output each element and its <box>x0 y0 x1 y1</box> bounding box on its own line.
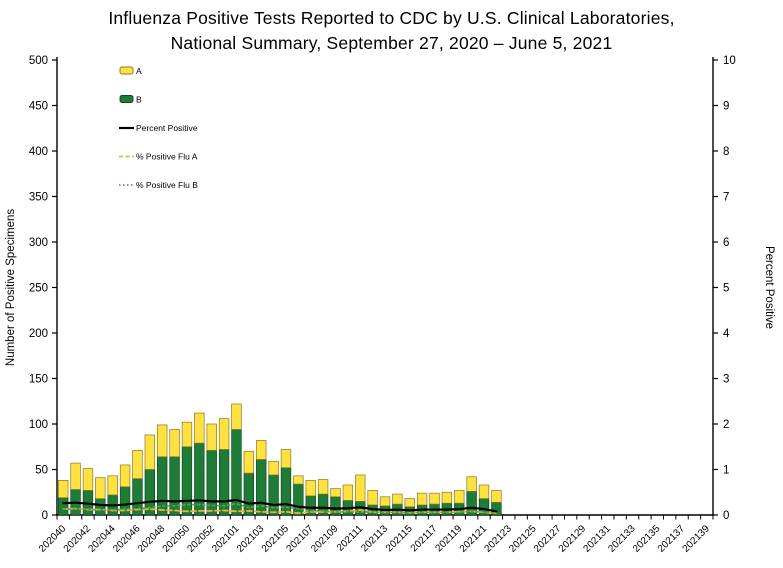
y-axis-right-tick-label: 8 <box>723 146 729 158</box>
bar-flu-a-202107 <box>305 480 316 497</box>
bar-flu-a-202110 <box>342 484 354 501</box>
y-axis-left-tick-label: 0 <box>42 510 48 522</box>
bar-flu-b-202106 <box>293 483 304 516</box>
y-axis-right-tick-label: 4 <box>723 328 730 340</box>
y-axis-left-tick-label: 500 <box>29 55 48 67</box>
y-axis-right-title: Percent Positive <box>763 246 775 329</box>
bar-flu-a-202115 <box>404 498 415 508</box>
x-axis-tick-label: 202109 <box>309 523 341 555</box>
y-axis-left-tick-label: 400 <box>29 146 48 158</box>
y-axis-left-tick-label: 200 <box>29 328 48 340</box>
legend-label: Percent Positive <box>136 123 198 133</box>
bar-flu-a-202049 <box>169 429 180 458</box>
bar-flu-a-202052 <box>206 423 217 451</box>
bar-flu-a-202122 <box>491 490 502 503</box>
bar-flu-a-202121 <box>478 484 490 499</box>
bar-flu-a-202118 <box>441 491 453 504</box>
y-axis-left-title: Number of Positive Specimens <box>5 209 17 366</box>
percent-positive-line <box>62 498 498 513</box>
x-axis-tick-label: 202139 <box>681 523 713 555</box>
pct-positive-flu-b-line <box>62 502 498 514</box>
bar-flu-a-202119 <box>454 490 465 504</box>
y-axis-right-tick-label: 7 <box>723 192 729 204</box>
y-axis-right-tick-label: 6 <box>723 237 729 249</box>
bar-flu-a-202043 <box>95 477 106 499</box>
chart-title-line2: National Summary, September 27, 2020 – J… <box>170 33 613 54</box>
chart-title: Influenza Positive Tests Reported to CDC… <box>0 6 783 57</box>
bar-flu-b-202104 <box>268 474 279 516</box>
y-axis-right-tick-label: 10 <box>723 55 736 67</box>
bar-flu-a-202040 <box>58 480 69 499</box>
y-axis-left-tick-label: 350 <box>29 192 48 204</box>
bar-flu-a-202109 <box>330 488 341 498</box>
bar-flu-a-202050 <box>181 421 193 448</box>
legend-label: A <box>136 66 142 76</box>
bar-flu-a-202051 <box>194 412 205 444</box>
y-axis-right-tick-label: 5 <box>723 283 729 295</box>
bar-flu-a-202047 <box>144 434 156 470</box>
bar-flu-a-202111 <box>355 474 366 502</box>
bar-flu-b-202102 <box>243 472 255 516</box>
bar-flu-a-202102 <box>243 450 255 474</box>
bar-flu-a-202113 <box>379 496 391 507</box>
bar-flu-a-202105 <box>280 449 292 469</box>
bar-flu-a-202101 <box>231 403 242 430</box>
bar-flu-a-202106 <box>293 475 304 485</box>
bar-flu-b-202043 <box>95 498 106 516</box>
bar-flu-b-202040 <box>58 497 69 516</box>
y-axis-right-tick-label: 3 <box>723 374 729 386</box>
bar-flu-a-202108 <box>317 479 329 495</box>
y-axis-left-tick-label: 150 <box>29 374 48 386</box>
bar-flu-a-202046 <box>132 450 143 479</box>
pct-positive-flu-a-line <box>62 507 498 515</box>
bar-flu-a-202053 <box>218 418 230 450</box>
bar-flu-a-202112 <box>367 490 378 506</box>
y-axis-left-tick-label: 250 <box>29 283 48 295</box>
legend-label: % Positive Flu B <box>136 180 198 190</box>
bar-flu-a-202117 <box>429 492 440 505</box>
y-axis-left-tick-label: 100 <box>29 419 48 431</box>
bar-flu-a-202120 <box>466 476 477 492</box>
y-axis-right-tick-label: 1 <box>723 465 729 477</box>
y-axis-left-tick-label: 300 <box>29 237 48 249</box>
y-axis-left-tick-label: 450 <box>29 101 48 113</box>
bar-flu-a-202048 <box>157 424 168 458</box>
bar-flu-a-202044 <box>107 475 118 496</box>
y-axis-right-tick-label: 0 <box>723 510 729 522</box>
bar-flu-a-202042 <box>82 468 94 491</box>
bar-flu-a-202114 <box>392 493 403 505</box>
y-axis-right-tick-label: 9 <box>723 101 729 113</box>
legend-label: % Positive Flu A <box>136 152 198 162</box>
bar-flu-a-202104 <box>268 460 279 476</box>
legend-swatch-flu-a-icon <box>119 66 134 75</box>
y-axis-left-tick-label: 50 <box>35 465 48 477</box>
bar-flu-a-202045 <box>119 464 131 488</box>
chart-title-line1: Influenza Positive Tests Reported to CDC… <box>108 8 675 28</box>
bar-flu-b-202101 <box>231 429 242 516</box>
y-axis-right-tick-label: 2 <box>723 419 729 431</box>
legend-swatch-flu-b-icon <box>119 95 134 103</box>
bar-flu-a-202116 <box>416 492 428 506</box>
legend-label: B <box>136 95 142 105</box>
bar-flu-a-202103 <box>256 440 267 460</box>
bar-flu-a-202041 <box>70 462 81 490</box>
